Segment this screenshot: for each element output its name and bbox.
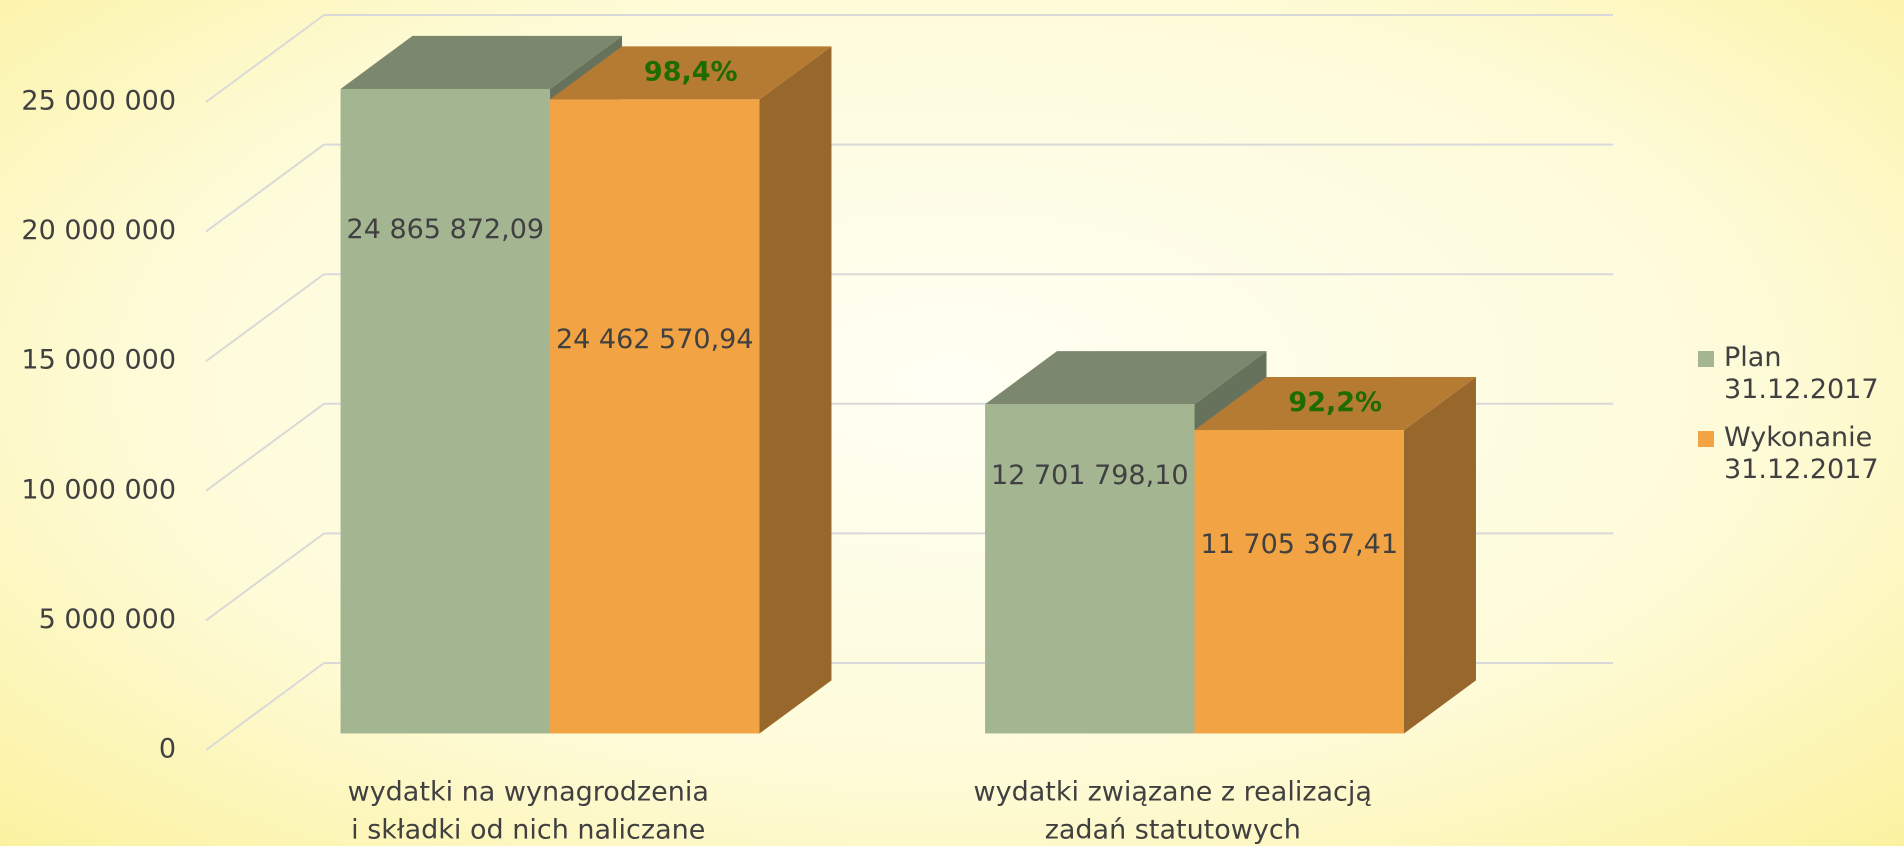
y-tick-label: 10 000 000: [21, 474, 176, 505]
bar-top: [550, 46, 832, 100]
grid-line: [205, 14, 325, 103]
grid-line: [205, 143, 325, 233]
bar: [550, 99, 760, 734]
bar-top: [985, 351, 1267, 405]
data-label: 11 705 367,41: [1200, 529, 1398, 560]
legend-swatch: [1698, 431, 1714, 447]
annotation: 98,4%: [644, 56, 738, 87]
grid-line: [205, 402, 325, 492]
y-tick-label: 20 000 000: [21, 215, 176, 246]
bar-top: [340, 35, 623, 89]
data-label: 24 462 570,94: [556, 324, 754, 355]
data-label: 24 865 872,09: [347, 214, 545, 245]
grid-line: [205, 273, 325, 363]
bar: [340, 88, 551, 734]
x-tick-label: zadań statutowych: [1045, 815, 1301, 846]
grid-line: [205, 532, 325, 622]
legend-label: Wykonanie 31.12.2017: [1724, 422, 1879, 485]
bar-top: [1194, 376, 1476, 431]
bar: [1194, 430, 1404, 734]
legend-item: Wykonanie 31.12.2017: [1698, 422, 1899, 486]
x-tick-label: wydatki związane z realizacją: [974, 777, 1372, 808]
legend-swatch: [1698, 351, 1714, 367]
annotation: 92,2%: [1288, 387, 1382, 418]
grid-line: [205, 662, 325, 751]
x-tick-label: wydatki na wynagrodzenia: [348, 777, 709, 808]
bar: [985, 404, 1195, 734]
bar-side: [759, 46, 832, 734]
bar-side: [1403, 376, 1476, 734]
y-tick-label: 25 000 000: [21, 86, 176, 117]
y-tick-label: 15 000 000: [21, 345, 176, 376]
x-tick-label: i składki od nich naliczane: [351, 815, 705, 846]
legend-item: Plan 31.12.2017: [1698, 342, 1899, 406]
legend-label: Plan 31.12.2017: [1724, 342, 1879, 405]
y-tick-label: 0: [159, 734, 176, 765]
data-label: 12 701 798,10: [991, 460, 1189, 491]
y-tick-label: 5 000 000: [39, 604, 176, 635]
